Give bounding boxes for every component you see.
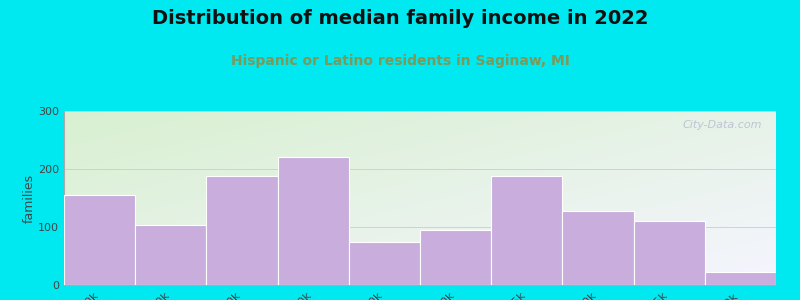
Bar: [634, 221, 705, 285]
Bar: [135, 225, 206, 285]
Y-axis label: families: families: [22, 173, 35, 223]
Text: Hispanic or Latino residents in Saginaw, MI: Hispanic or Latino residents in Saginaw,…: [230, 54, 570, 68]
Bar: [420, 230, 491, 285]
Bar: [64, 195, 135, 285]
Bar: [562, 211, 634, 285]
Bar: [278, 158, 349, 285]
Bar: [705, 272, 776, 285]
Text: City-Data.com: City-Data.com: [682, 120, 762, 130]
Bar: [491, 176, 562, 285]
Bar: [206, 176, 278, 285]
Bar: [349, 242, 420, 285]
Text: Distribution of median family income in 2022: Distribution of median family income in …: [152, 9, 648, 28]
